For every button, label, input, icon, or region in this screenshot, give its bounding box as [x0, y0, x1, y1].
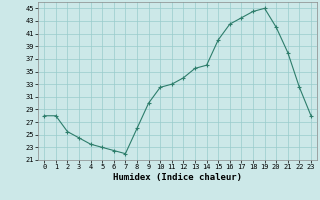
X-axis label: Humidex (Indice chaleur): Humidex (Indice chaleur)	[113, 173, 242, 182]
